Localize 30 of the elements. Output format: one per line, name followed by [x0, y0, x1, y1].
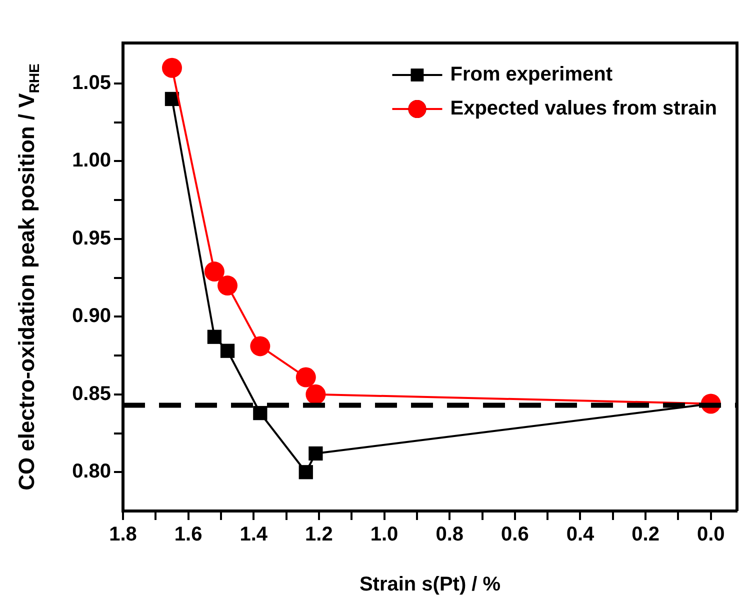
point [306, 384, 326, 404]
x-tick-label: 1.4 [240, 524, 268, 546]
x-axis-title: Strain s(Pt) / % [359, 574, 501, 596]
x-tick-label: 1.0 [370, 524, 398, 546]
point [253, 406, 268, 420]
point [204, 262, 224, 282]
legend-label: From experiment [450, 64, 613, 86]
x-tick-label: 0.8 [436, 524, 464, 546]
point [220, 344, 235, 358]
point [207, 330, 222, 344]
y-tick-label: 0.85 [72, 382, 111, 405]
x-tick-label: 0.2 [632, 524, 660, 546]
x-tick-label: 1.6 [174, 524, 202, 546]
y-tick-label: 0.80 [72, 460, 111, 483]
x-tick-label: 1.2 [305, 524, 333, 546]
y-tick-label: 0.95 [72, 227, 111, 250]
x-tick-label: 0.4 [566, 524, 596, 546]
point [250, 336, 270, 356]
x-tick-label: 0.0 [696, 524, 725, 546]
point [308, 446, 323, 461]
point [218, 276, 238, 296]
point [298, 465, 313, 480]
point [296, 367, 316, 388]
y-tick-label: 1.00 [72, 150, 111, 172]
y-tick-label: 0.90 [72, 305, 111, 328]
y-tick-label: 1.05 [72, 72, 111, 94]
point [162, 58, 182, 78]
legend-label: Expected values from strain [450, 98, 718, 120]
x-tick-label: 0.6 [501, 524, 529, 546]
x-tick-label: 1.8 [109, 524, 137, 546]
